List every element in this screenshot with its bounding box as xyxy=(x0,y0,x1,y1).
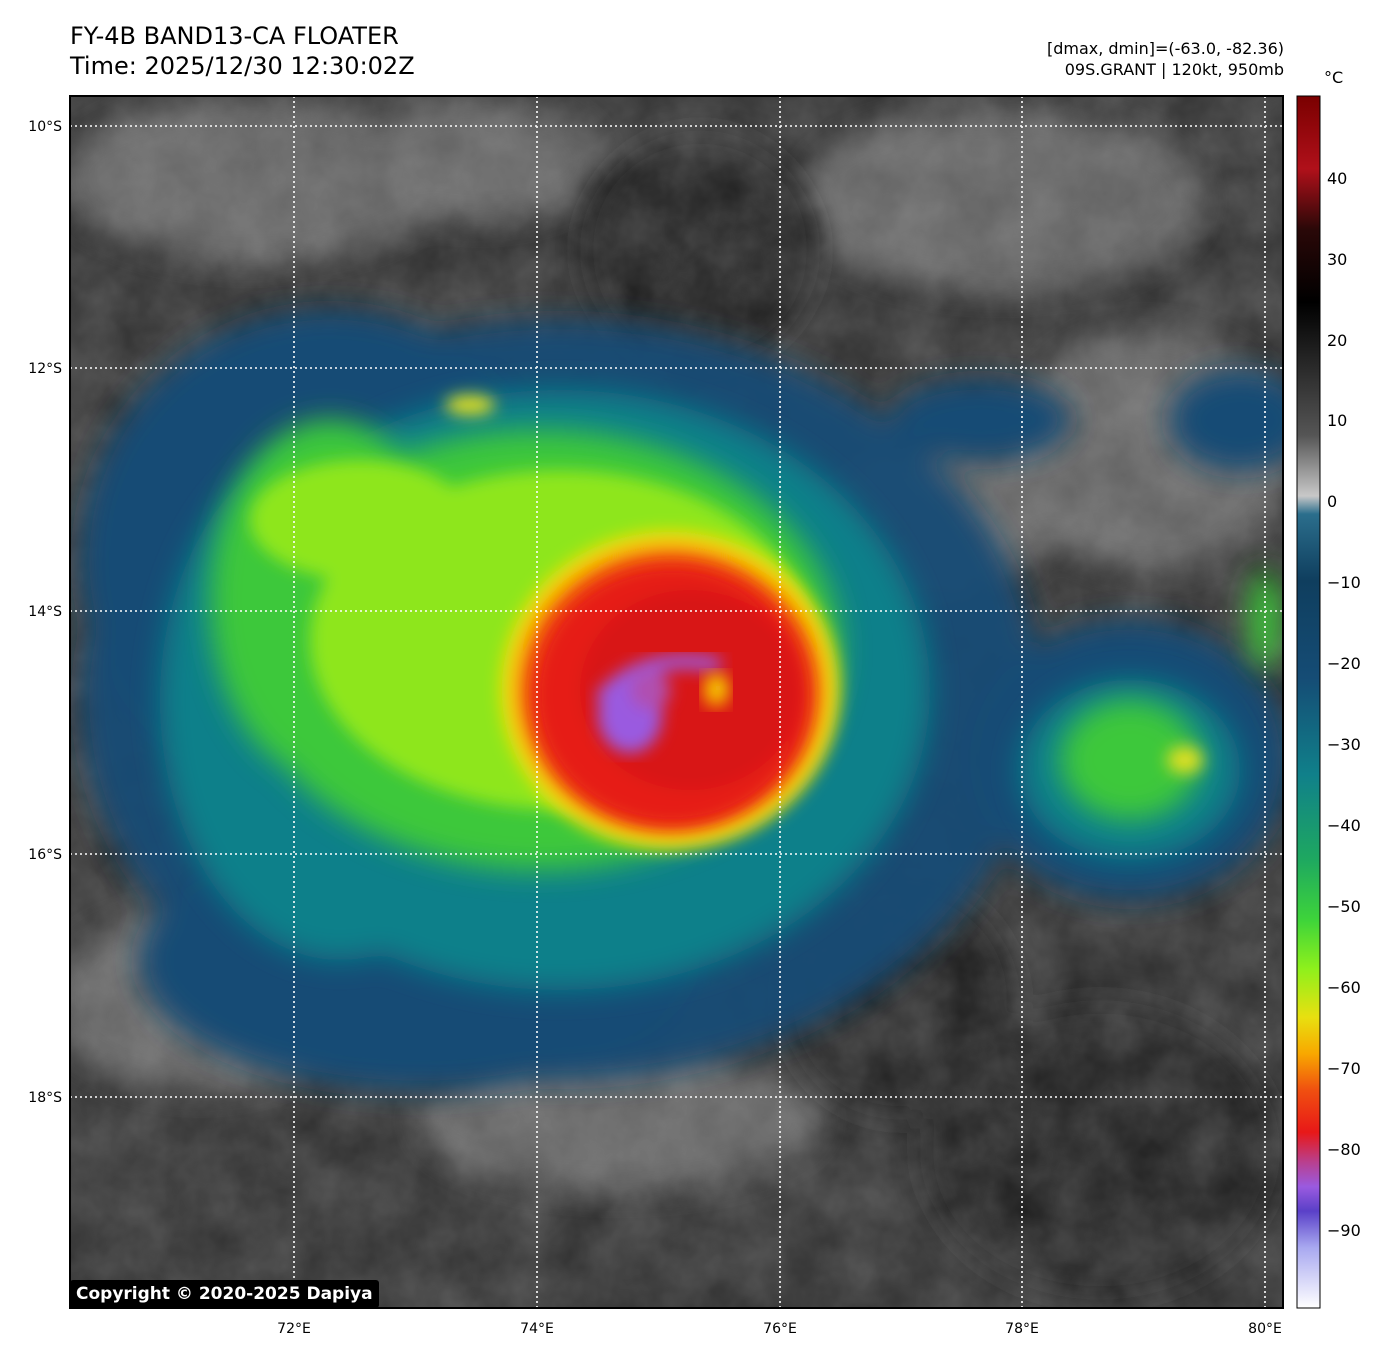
colorbar-tick: −50 xyxy=(1327,897,1361,916)
colorbar-tick: 0 xyxy=(1327,492,1337,511)
colorbar-tick: −80 xyxy=(1327,1140,1361,1159)
storm-info: 09S.GRANT | 120kt, 950mb xyxy=(1064,60,1284,79)
colorbar-tick: −30 xyxy=(1327,735,1361,754)
lon-label: 78°E xyxy=(1005,1321,1039,1337)
graticule xyxy=(70,96,1283,1308)
lon-label: 74°E xyxy=(520,1321,554,1337)
map-title: FY-4B BAND13-CA FLOATER xyxy=(70,22,399,50)
colorbar-tick: 40 xyxy=(1327,169,1347,188)
map-frame xyxy=(69,95,1284,1309)
colorbar-tick: −10 xyxy=(1327,573,1361,592)
lon-label: 72°E xyxy=(277,1321,311,1337)
lat-label: 16°S xyxy=(28,847,62,863)
colorbar-tick: 30 xyxy=(1327,250,1347,269)
satellite-imagery xyxy=(70,96,1283,1308)
lon-label: 76°E xyxy=(763,1321,797,1337)
lat-label: 10°S xyxy=(28,119,62,135)
colorbar-tick: −90 xyxy=(1327,1221,1361,1240)
lon-label: 80°E xyxy=(1248,1321,1282,1337)
colorbar-tick: 10 xyxy=(1327,411,1347,430)
temperature-range: [dmax, dmin]=(-63.0, -82.36) xyxy=(1046,39,1284,58)
map-time: Time: 2025/12/30 12:30:02Z xyxy=(70,52,415,80)
lat-label: 18°S xyxy=(28,1090,62,1106)
colorbar xyxy=(1296,95,1321,1309)
lat-label: 12°S xyxy=(28,361,62,377)
colorbar-tick: −20 xyxy=(1327,654,1361,673)
lat-label: 14°S xyxy=(28,604,62,620)
colorbar-tick: −60 xyxy=(1327,978,1361,997)
copyright-notice: Copyright © 2020-2025 Dapiya xyxy=(70,1280,379,1308)
colorbar-tick: −70 xyxy=(1327,1059,1361,1078)
colorbar-unit: °C xyxy=(1324,68,1344,87)
colorbar-tick: −40 xyxy=(1327,816,1361,835)
colorbar-tick: 20 xyxy=(1327,331,1347,350)
